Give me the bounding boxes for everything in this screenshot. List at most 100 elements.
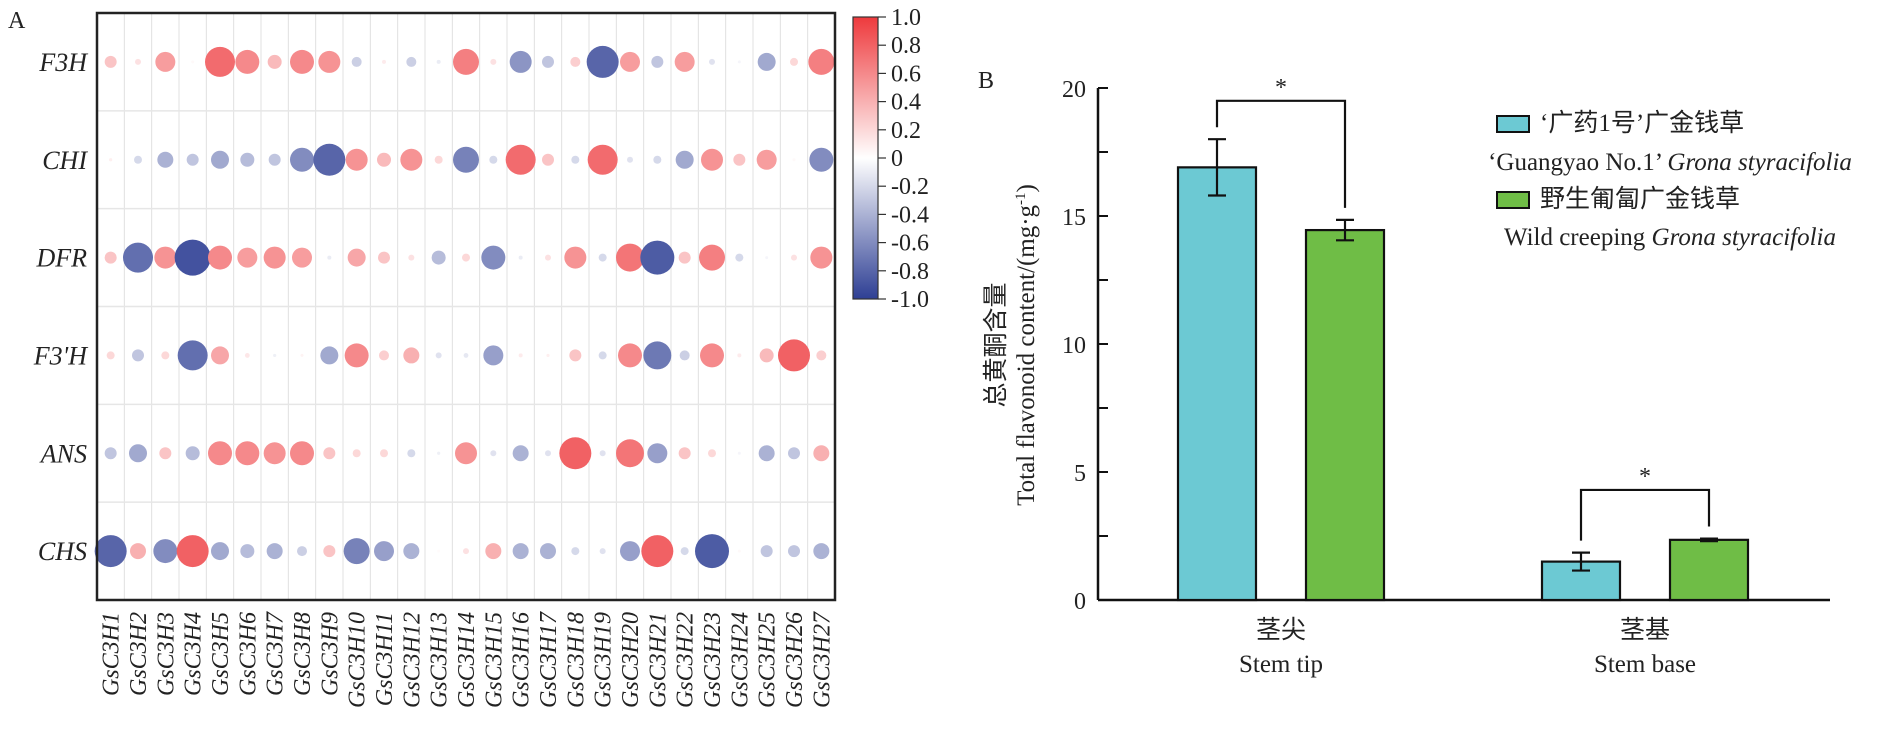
bubble-F3pH-GsC3H6 <box>244 353 250 358</box>
y-tick-label: 20 <box>1062 77 1086 103</box>
bubble-ANS-GsC3H16 <box>512 445 529 462</box>
column-label-GsC3H2: GsC3H2 <box>126 612 152 696</box>
bubble-CHI-GsC3H7 <box>268 153 281 166</box>
bubble-ANS-GsC3H17 <box>545 450 551 457</box>
legend-label-en-species: Grona styracifolia <box>1667 149 1852 176</box>
bubble-DFR-GsC3H8 <box>292 247 312 268</box>
bubble-CHS-GsC3H5 <box>211 542 229 561</box>
bubble-ANS-GsC3H24 <box>737 451 741 455</box>
bubble-ANS-GsC3H6 <box>235 441 260 466</box>
bubble-CHI-GsC3H9 <box>313 143 346 176</box>
bubble-F3H-GsC3H22 <box>674 51 695 72</box>
legend: ‘广药1号’广金钱草 ‘Guangyao No.1’ Grona styracif… <box>1488 109 1852 251</box>
bubble-F3pH-GsC3H11 <box>379 350 389 361</box>
colorbar-ticks: 1.00.80.6 0.40.20-0.2-0.4 -0.6-0.8-1.0 <box>878 5 929 313</box>
colorbar-tick-label: 0.2 <box>891 118 921 144</box>
bubble-ANS-GsC3H10 <box>352 449 361 458</box>
bubble-ANS-GsC3H19 <box>599 450 606 457</box>
bubble-F3pH-GsC3H9 <box>320 346 339 365</box>
bubble-ANS-GsC3H20 <box>616 439 644 468</box>
bubble-F3pH-GsC3H16 <box>518 353 523 358</box>
y-axis-label-en-text: Total flavonoid content/(mg·g <box>1013 204 1040 505</box>
bubble-F3H-GsC3H21 <box>651 55 664 68</box>
bubble-ANS-GsC3H13 <box>437 451 441 455</box>
bubble-F3H-GsC3H24 <box>737 60 741 64</box>
row-labels: F3H CHI DFR F3'H ANS CHS <box>33 48 89 566</box>
column-label-GsC3H27: GsC3H27 <box>809 611 835 708</box>
bubble-F3H-GsC3H10 <box>351 56 362 67</box>
bubble-F3pH-GsC3H3 <box>161 351 170 360</box>
bubble-CHS-GsC3H15 <box>485 543 502 560</box>
column-label-GsC3H23: GsC3H23 <box>700 612 726 708</box>
bar-1-1 <box>1668 538 1750 602</box>
bars-layer <box>1176 138 1750 602</box>
column-label-GsC3H3: GsC3H3 <box>153 612 179 696</box>
bubble-F3pH-GsC3H2 <box>132 349 144 362</box>
bubble-CHS-GsC3H4 <box>176 535 209 568</box>
significance-asterisk: * <box>1275 75 1287 101</box>
bubble-CHI-GsC3H20 <box>627 156 633 163</box>
bubble-CHI-GsC3H11 <box>377 152 391 167</box>
bubble-ANS-GsC3H8 <box>290 441 314 466</box>
colorbar-gradient <box>852 16 879 300</box>
bubble-DFR-GsC3H23 <box>699 244 725 271</box>
bubble-CHS-GsC3H12 <box>403 543 420 560</box>
bubble-F3pH-GsC3H22 <box>679 350 690 361</box>
bubble-F3pH-GsC3H27 <box>816 350 827 361</box>
category-labels: 茎尖 Stem tip 茎基 Stem base <box>1239 616 1696 678</box>
bubble-F3pH-GsC3H15 <box>483 345 504 366</box>
bubble-F3pH-GsC3H18 <box>569 349 582 362</box>
column-label-GsC3H12: GsC3H12 <box>399 612 425 708</box>
legend-label-zh-1: 野生匍匐广金钱草 <box>1540 185 1740 213</box>
column-label-GsC3H9: GsC3H9 <box>317 612 343 696</box>
column-label-GsC3H15: GsC3H15 <box>481 612 507 708</box>
bubble-F3pH-GsC3H10 <box>344 343 369 368</box>
bubble-ANS-GsC3H4 <box>185 446 200 461</box>
legend-label-zh-0: ‘广药1号’广金钱草 <box>1540 109 1744 137</box>
row-label-CHS: CHS <box>38 537 87 566</box>
column-label-GsC3H13: GsC3H13 <box>427 612 453 708</box>
bubble-F3H-GsC3H9 <box>318 50 341 73</box>
bubble-CHS-GsC3H25 <box>760 545 773 558</box>
category-label-en: Stem base <box>1594 651 1696 678</box>
bubble-F3pH-GsC3H17 <box>546 353 550 358</box>
grid-lines <box>97 13 835 600</box>
bubble-DFR-GsC3H4 <box>174 239 211 276</box>
bubble-CHI-GsC3H22 <box>675 150 694 169</box>
bubble-CHS-GsC3H1 <box>94 535 127 568</box>
bubble-CHI-GsC3H15 <box>489 155 498 164</box>
bubble-ANS-GsC3H18 <box>559 437 592 470</box>
column-label-GsC3H19: GsC3H19 <box>591 612 617 708</box>
bubble-ANS-GsC3H23 <box>708 449 716 458</box>
bubble-CHI-GsC3H12 <box>400 148 423 171</box>
bubble-DFR-GsC3H16 <box>518 255 523 260</box>
bubble-DFR-GsC3H9 <box>327 255 332 260</box>
significance-bracket <box>1215 99 1347 208</box>
column-label-GsC3H11: GsC3H11 <box>372 612 398 706</box>
bubbles-layer <box>94 45 835 569</box>
bubble-DFR-GsC3H24 <box>735 253 744 262</box>
legend-label-en-prefix: Wild creeping <box>1504 224 1652 251</box>
bubble-F3pH-GsC3H20 <box>618 343 642 368</box>
colorbar-tick-label: -0.4 <box>891 202 929 228</box>
column-label-GsC3H16: GsC3H16 <box>509 612 535 708</box>
bubble-DFR-GsC3H27 <box>810 246 833 269</box>
bubble-F3H-GsC3H18 <box>570 56 581 67</box>
bubble-ANS-GsC3H5 <box>208 441 232 466</box>
bubble-F3pH-GsC3H19 <box>598 351 607 360</box>
y-tick-label: 15 <box>1062 205 1086 231</box>
colorbar-tick-label: 0.6 <box>891 61 921 87</box>
panel-b-label: B <box>978 68 994 94</box>
category-label-zh: 茎基 <box>1620 616 1670 644</box>
bubble-CHI-GsC3H23 <box>701 148 723 171</box>
panel-a-label: A <box>8 8 26 34</box>
column-labels: GsC3H1 GsC3H2 GsC3H3 GsC3H4 GsC3H5 GsC3H6 GsC3… <box>99 611 836 708</box>
bubble-F3H-GsC3H6 <box>235 49 260 74</box>
bubble-CHI-GsC3H8 <box>290 147 314 172</box>
bubble-CHI-GsC3H25 <box>756 149 777 170</box>
bubble-CHS-GsC3H2 <box>130 543 146 560</box>
bubble-CHS-GsC3H27 <box>813 543 830 560</box>
bubble-F3H-GsC3H15 <box>490 58 497 65</box>
bubble-ANS-GsC3H25 <box>758 445 775 462</box>
